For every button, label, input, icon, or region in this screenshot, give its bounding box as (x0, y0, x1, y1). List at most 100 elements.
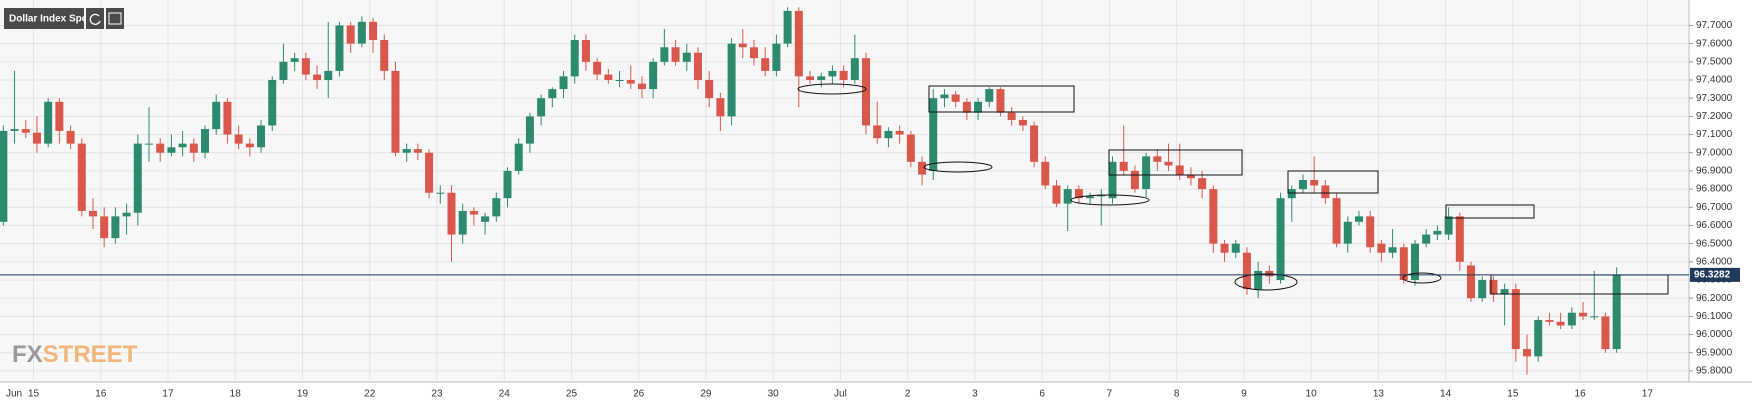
candle-body (1164, 161, 1173, 166)
candle-body (1310, 180, 1319, 186)
y-tick-label: 96.5000 (1696, 238, 1733, 249)
candle-body (32, 132, 41, 144)
candle-body (1130, 170, 1139, 190)
candle-body (1612, 274, 1621, 350)
candle-body (1041, 161, 1050, 186)
candle-body (705, 80, 714, 99)
x-tick-label: 26 (633, 389, 645, 400)
candle-body (537, 98, 546, 117)
candle-body (425, 152, 434, 193)
candle-body (357, 21, 366, 44)
x-tick-label: 18 (230, 389, 242, 400)
candle-body (189, 143, 198, 153)
candle-body (1455, 216, 1464, 262)
candle-body (951, 94, 960, 102)
candle-body (122, 212, 131, 217)
candle-body (884, 130, 893, 139)
candle-body (1567, 312, 1576, 326)
candle-body (671, 47, 680, 62)
candle-body (1007, 112, 1016, 120)
candle-body (1444, 216, 1453, 235)
candle-body (369, 21, 378, 40)
y-tick-label: 96.6000 (1696, 220, 1733, 231)
candle-body (559, 76, 568, 90)
y-tick-label: 97.3000 (1696, 93, 1733, 104)
candle-body (436, 192, 445, 194)
candle-body (1590, 316, 1599, 318)
candle-body (570, 40, 579, 77)
candle-body (604, 74, 613, 80)
candle-body (1545, 320, 1554, 322)
annotation-ellipse (797, 83, 867, 95)
last-price-label: 96.3282 (1694, 270, 1731, 281)
candle-body (940, 94, 949, 99)
candle-body (1198, 178, 1207, 190)
candle-body (660, 47, 669, 62)
candle-body (649, 61, 658, 90)
candle-body (962, 101, 971, 113)
annotation-ellipse (1402, 272, 1442, 284)
candle-body (918, 161, 927, 175)
candle-body (66, 130, 75, 144)
candle-body (335, 25, 344, 71)
candle-body (1209, 189, 1218, 244)
candle-body (257, 125, 266, 148)
y-tick-label: 96.2000 (1696, 293, 1733, 304)
candle-body (481, 216, 490, 222)
candle-body (1142, 156, 1151, 190)
last-price-box (1690, 267, 1740, 282)
candle-body (862, 58, 871, 126)
candle-body (447, 192, 456, 235)
y-tick-label: 96.9000 (1696, 166, 1733, 177)
y-tick-label: 96.0000 (1696, 329, 1733, 340)
candle-body (1119, 161, 1128, 171)
candle-body (738, 43, 747, 48)
candle-body (1186, 174, 1195, 179)
annotation-box (1287, 170, 1379, 194)
y-tick-label: 97.4000 (1696, 75, 1733, 86)
candle-body (1399, 247, 1408, 280)
candles (0, 7, 1621, 375)
x-tick-label: Jun (6, 389, 22, 400)
x-tick-label: 7 (1107, 389, 1113, 400)
logo: FXSTREET (12, 341, 138, 368)
candle-body (906, 134, 915, 162)
candle-body (1086, 196, 1095, 199)
x-tick-label: 15 (28, 389, 40, 400)
candle-body (761, 58, 770, 71)
candle-body (245, 143, 254, 148)
candle-body (1298, 180, 1307, 190)
candle-body (1321, 185, 1330, 199)
x-tick-label: 10 (1306, 389, 1318, 400)
x-tick-label: 17 (1642, 389, 1654, 400)
x-tick-label: 13 (1373, 389, 1385, 400)
candle-body (626, 80, 635, 84)
refresh-button[interactable] (86, 8, 104, 29)
candle-body (144, 143, 153, 145)
candle-body (1074, 189, 1083, 199)
calendar-icon (108, 12, 122, 25)
y-tick-label: 97.0000 (1696, 147, 1733, 158)
candle-body (806, 76, 815, 80)
x-tick-label: 16 (95, 389, 107, 400)
candle-body (1343, 221, 1352, 244)
x-tick-label: 25 (566, 389, 578, 400)
candle-body (1511, 289, 1520, 350)
candle-body (1422, 234, 1431, 244)
plot-background (0, 0, 1689, 382)
candle-body (100, 216, 109, 239)
candle-body (525, 116, 534, 144)
candle-body (167, 147, 176, 153)
title-button[interactable] (4, 8, 84, 29)
x-tick-label: 24 (499, 389, 511, 400)
y-tick-label: 97.6000 (1696, 38, 1733, 49)
candle-body (1523, 349, 1532, 357)
candle-body (1388, 247, 1397, 253)
y-tick-label: 97.5000 (1696, 56, 1733, 67)
candle-body (1332, 198, 1341, 244)
candle-body (514, 143, 523, 171)
candle-body (895, 130, 904, 135)
annotation-ellipse (1234, 273, 1298, 291)
candle-body (929, 98, 938, 171)
